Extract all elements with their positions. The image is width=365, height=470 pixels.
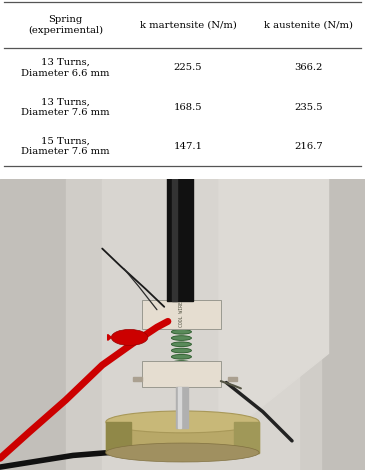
Polygon shape — [66, 179, 321, 470]
FancyBboxPatch shape — [142, 299, 221, 329]
Text: k austenite (N/m): k austenite (N/m) — [264, 21, 353, 30]
Text: 216.7: 216.7 — [294, 142, 323, 151]
Polygon shape — [102, 179, 299, 470]
Bar — [167, 176, 193, 301]
Ellipse shape — [106, 411, 259, 433]
Text: 147.1: 147.1 — [173, 142, 203, 151]
Ellipse shape — [172, 336, 191, 340]
FancyBboxPatch shape — [142, 361, 221, 387]
Text: COOL WIRE: COOL WIRE — [179, 301, 184, 327]
Bar — [228, 377, 237, 381]
Bar — [234, 422, 259, 453]
Text: 13 Turns,
Diameter 6.6 mm: 13 Turns, Diameter 6.6 mm — [22, 58, 110, 78]
Polygon shape — [108, 335, 111, 340]
Bar — [178, 387, 181, 428]
Bar — [106, 422, 131, 453]
Bar — [106, 422, 259, 453]
Ellipse shape — [111, 329, 148, 345]
Text: k martensite (N/m): k martensite (N/m) — [139, 21, 237, 30]
Text: Spring
(experimental): Spring (experimental) — [28, 15, 103, 35]
Ellipse shape — [172, 360, 191, 365]
Text: 235.5: 235.5 — [294, 102, 323, 112]
Text: 225.5: 225.5 — [174, 63, 202, 72]
Text: 168.5: 168.5 — [174, 102, 202, 112]
Text: 15 Turns,
Diameter 7.6 mm: 15 Turns, Diameter 7.6 mm — [22, 137, 110, 156]
Bar — [176, 387, 188, 428]
Polygon shape — [219, 179, 328, 441]
Bar — [172, 176, 177, 301]
Ellipse shape — [172, 348, 191, 353]
Text: 13 Turns,
Diameter 7.6 mm: 13 Turns, Diameter 7.6 mm — [22, 97, 110, 117]
Ellipse shape — [172, 342, 191, 346]
Ellipse shape — [106, 443, 259, 462]
Bar — [133, 377, 142, 381]
Text: 366.2: 366.2 — [294, 63, 323, 72]
Ellipse shape — [172, 367, 191, 372]
Ellipse shape — [172, 329, 191, 334]
Ellipse shape — [172, 354, 191, 359]
